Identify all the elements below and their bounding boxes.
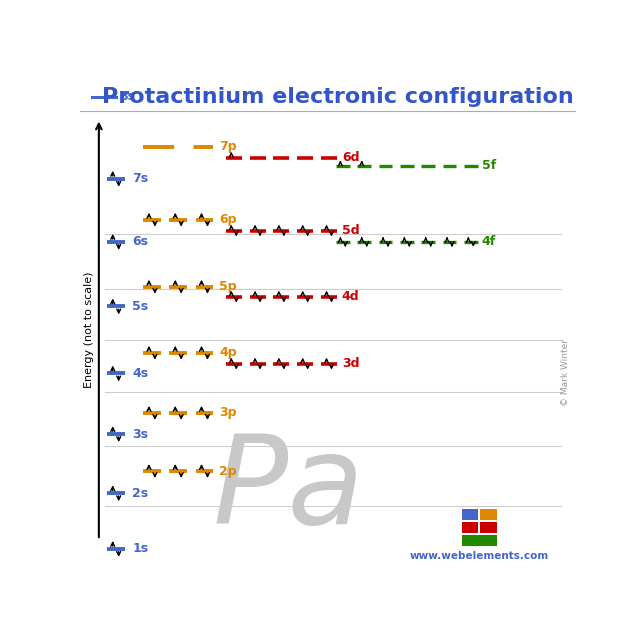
- Text: 4s: 4s: [132, 367, 148, 380]
- Text: Protactinium electronic configuration: Protactinium electronic configuration: [102, 86, 574, 106]
- Text: 5s: 5s: [132, 300, 148, 313]
- Text: 7s: 7s: [132, 172, 148, 186]
- Text: 3s: 3s: [132, 428, 148, 440]
- Text: 3p: 3p: [220, 406, 237, 419]
- Text: 7p: 7p: [220, 140, 237, 153]
- Text: 6p: 6p: [220, 213, 237, 226]
- Text: 4d: 4d: [342, 290, 360, 303]
- Text: 4p: 4p: [220, 346, 237, 359]
- Text: 1s: 1s: [132, 543, 148, 556]
- Text: 2s: 2s: [132, 486, 148, 500]
- Text: © Mark Winter: © Mark Winter: [561, 339, 570, 406]
- Text: 6s: 6s: [132, 236, 148, 248]
- Text: Energy (not to scale): Energy (not to scale): [84, 271, 94, 388]
- Bar: [462, 522, 478, 533]
- Text: 5d: 5d: [342, 224, 360, 237]
- Text: 3d: 3d: [342, 357, 360, 370]
- Bar: [480, 522, 497, 533]
- Text: 4f: 4f: [482, 236, 496, 248]
- Bar: [480, 509, 497, 520]
- Text: 5f: 5f: [482, 159, 496, 172]
- Text: 8s: 8s: [120, 90, 136, 103]
- Bar: [462, 535, 497, 546]
- Text: Pa: Pa: [212, 429, 364, 550]
- Text: www.webelements.com: www.webelements.com: [410, 551, 549, 561]
- Text: 5p: 5p: [220, 280, 237, 293]
- Bar: [462, 509, 478, 520]
- Text: 2p: 2p: [220, 465, 237, 477]
- Text: 6d: 6d: [342, 151, 360, 164]
